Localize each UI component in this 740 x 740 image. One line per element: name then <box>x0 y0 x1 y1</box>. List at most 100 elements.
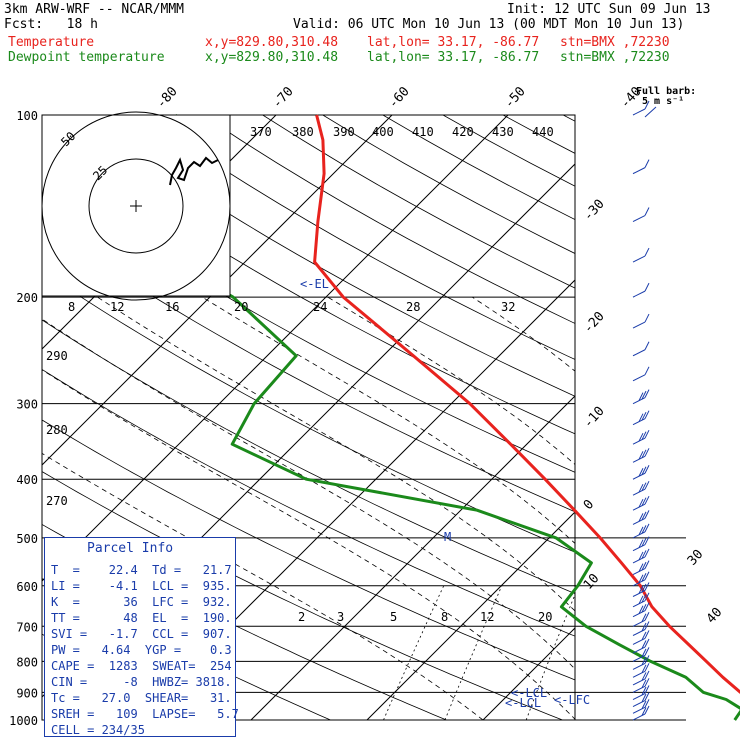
parcel-row-cin: CIN = -8 HWBZ= 3818. <box>51 675 232 689</box>
wind-barb <box>632 663 650 678</box>
plot-border <box>41 114 576 721</box>
wind-barb <box>632 638 650 654</box>
moist-adiabat <box>42 452 484 720</box>
parcel-row-svi: SVI = -1.7 CCL = 907. <box>51 627 232 641</box>
moist-adiabat <box>620 297 740 720</box>
mixing-ratio-top-label: 28 <box>406 300 420 314</box>
wind-barb <box>632 699 650 714</box>
wind-barb <box>632 678 650 693</box>
isotherm-label: 30 <box>685 547 707 569</box>
mixing-ratio-label: 12 <box>480 610 494 624</box>
wind-barb <box>632 582 650 597</box>
el-marker: <-EL <box>300 277 329 291</box>
dewpoint-trace <box>98 114 740 721</box>
temperature-latlon: lat,lon= 33.17, -86.77 <box>367 35 540 50</box>
wind-barb <box>632 495 650 511</box>
dewpoint-station: stn=BMX ,72230 <box>560 50 670 65</box>
temperature-trace <box>313 114 740 694</box>
mixing-ratio-top-label: 12 <box>110 300 124 314</box>
pressure-label: 300 <box>16 398 38 412</box>
dry-adiabat <box>42 129 575 435</box>
forecast-hour: Fcst: 18 h <box>4 17 98 32</box>
dry-adiabat-label: 290 <box>46 349 68 363</box>
lcl-marker-2: <-LCL <box>505 696 541 710</box>
wind-barb <box>632 571 650 587</box>
dewpoint-legend: Dewpoint temperature <box>8 50 165 65</box>
theta-label: 440 <box>532 125 554 139</box>
hodograph-ring-outer <box>41 111 231 301</box>
barb-legend-speed: 5 m s⁻¹ <box>642 96 685 107</box>
mixing-ratio-line <box>383 585 445 720</box>
pressure-label: 100 <box>16 109 38 123</box>
isotherm-label: -80 <box>154 84 181 111</box>
mixing-ratio-top-label: 16 <box>165 300 179 314</box>
wind-barb <box>632 389 650 405</box>
wind-barb <box>632 100 650 116</box>
dry-adiabat <box>42 368 575 637</box>
temperature-legend: Temperature <box>8 35 95 50</box>
wind-barb <box>632 410 650 426</box>
wind-barb <box>632 548 650 564</box>
mixing-ratio-label: 2 <box>298 610 305 624</box>
isotherm-line <box>366 511 575 720</box>
theta-label: 410 <box>412 125 434 139</box>
wind-barb <box>632 655 650 670</box>
dry-adiabat <box>142 115 575 360</box>
barb-legend-staff <box>644 106 657 118</box>
dry-adiabat-label: 280 <box>46 423 68 437</box>
temperature-xy: x,y=829.80,310.48 <box>205 35 339 50</box>
isotherm-line <box>42 115 393 466</box>
isotherm-label: -60 <box>386 84 413 111</box>
mixing-ratio-top-label: 32 <box>501 300 515 314</box>
dry-adiabat-label: 270 <box>46 494 68 508</box>
isotherm-line <box>599 115 740 720</box>
parcel-row-pw: PW = 4.64 YGP = 0.3 <box>51 643 232 657</box>
sounding-traces <box>98 114 740 721</box>
theta-label: 400 <box>372 125 394 139</box>
isotherm-label: -20 <box>581 309 608 336</box>
temperature-station: stn=BMX ,72230 <box>560 35 670 50</box>
barb-legend-title: Full barb: <box>636 86 697 97</box>
isotherm-label: 0 <box>581 497 597 513</box>
pressure-label: 900 <box>16 686 38 700</box>
dewpoint-xy: x,y=829.80,310.48 <box>205 50 339 65</box>
wind-barb <box>632 341 650 357</box>
wind-barb <box>632 705 650 721</box>
theta-label: 420 <box>452 125 474 139</box>
moist-adiabat <box>327 296 575 465</box>
wind-barb <box>632 448 650 463</box>
parcel-row-tc: Tc = 27.0 SHEAR= 31. <box>51 691 232 705</box>
parcel-row-cape: CAPE = 1283 SWEAT= 254 <box>51 659 232 673</box>
dry-adiabat <box>42 419 575 681</box>
pressure-label: 800 <box>16 655 38 669</box>
parcel-row-sreh: SREH = 109 LAPSE= 5.7 <box>51 707 239 721</box>
wind-barb <box>632 523 650 539</box>
model-title: 3km ARW-WRF -- NCAR/MMM <box>4 2 185 17</box>
dry-adiabat <box>42 270 575 553</box>
init-time: Init: 12 UTC Sun 09 Jun 13 <box>507 2 711 17</box>
wind-barb <box>632 685 650 700</box>
pressure-label: 400 <box>16 473 38 487</box>
valid-time: Valid: 06 UTC Mon 10 Jun 13 (00 MDT Mon … <box>293 17 685 32</box>
mixing-ratio-label: 8 <box>441 610 448 624</box>
wind-barb <box>632 510 650 525</box>
lfc-marker: <-LFC <box>554 693 590 707</box>
pressure-label: 600 <box>16 580 38 594</box>
pressure-label: 200 <box>16 291 38 305</box>
wind-barb <box>632 560 650 576</box>
wind-barb <box>632 602 650 618</box>
isotherm-line <box>715 115 740 720</box>
wind-barb <box>632 480 650 496</box>
isotherm-label: 40 <box>704 605 726 627</box>
isotherm-label: -10 <box>581 404 608 431</box>
lcl-marker: <-LCL <box>511 686 547 700</box>
isotherm-line <box>482 627 575 720</box>
wind-barb <box>632 692 650 707</box>
theta-label: 430 <box>492 125 514 139</box>
wind-barbs <box>632 100 657 721</box>
mixing-ratio-label: 3 <box>337 610 344 624</box>
wind-barb <box>632 670 650 686</box>
wind-barb <box>632 592 650 608</box>
